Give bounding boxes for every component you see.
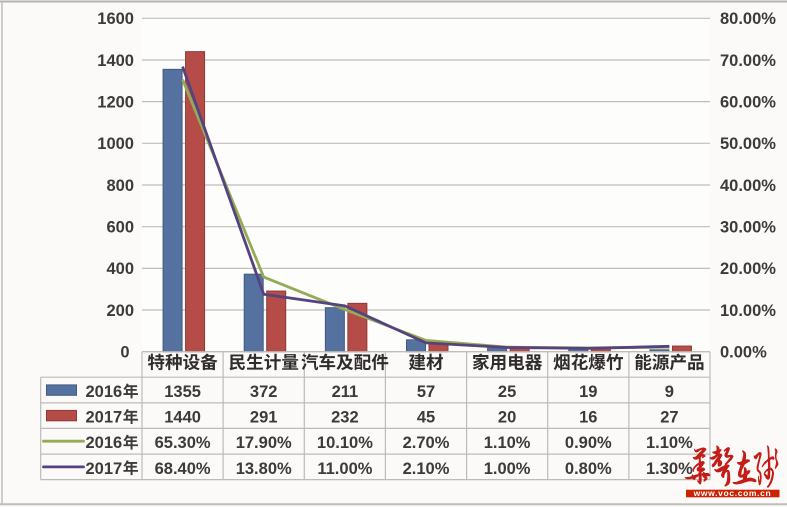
- svg-text:400: 400: [106, 260, 134, 278]
- svg-text:1400: 1400: [97, 52, 134, 70]
- svg-text:2.70%: 2.70%: [403, 434, 450, 452]
- svg-text:0.80%: 0.80%: [565, 460, 612, 478]
- svg-text:45: 45: [417, 409, 435, 427]
- svg-text:11.00%: 11.00%: [317, 460, 372, 478]
- svg-text:1000: 1000: [97, 135, 134, 153]
- svg-text:65.30%: 65.30%: [155, 434, 211, 452]
- svg-text:2.10%: 2.10%: [403, 460, 450, 478]
- svg-text:13.80%: 13.80%: [236, 460, 292, 478]
- svg-text:20: 20: [498, 409, 516, 427]
- svg-text:40.00%: 40.00%: [720, 177, 776, 195]
- svg-text:800: 800: [106, 177, 134, 195]
- svg-text:1.30%: 1.30%: [646, 460, 693, 478]
- svg-text:2016: 2016: [86, 383, 123, 401]
- svg-text:2017: 2017: [86, 460, 123, 478]
- svg-text:1355: 1355: [164, 383, 201, 401]
- svg-text:www.voc.com.cn: www.voc.com.cn: [693, 488, 772, 498]
- svg-text:2016: 2016: [86, 434, 123, 452]
- svg-text:0.00%: 0.00%: [720, 344, 767, 362]
- svg-text:1.00%: 1.00%: [484, 460, 531, 478]
- svg-text:2017: 2017: [86, 409, 123, 427]
- svg-text:57: 57: [417, 383, 435, 401]
- svg-text:200: 200: [106, 302, 134, 320]
- svg-text:80.00%: 80.00%: [720, 10, 776, 28]
- svg-text:0: 0: [120, 344, 129, 362]
- svg-text:16: 16: [579, 409, 597, 427]
- svg-text:30.00%: 30.00%: [720, 218, 776, 236]
- svg-text:0.90%: 0.90%: [565, 434, 612, 452]
- svg-text:68.40%: 68.40%: [155, 460, 211, 478]
- svg-text:10.10%: 10.10%: [317, 434, 373, 452]
- svg-text:1.10%: 1.10%: [484, 434, 531, 452]
- svg-text:17.90%: 17.90%: [236, 434, 292, 452]
- svg-text:372: 372: [250, 383, 278, 401]
- svg-text:1200: 1200: [97, 93, 134, 111]
- svg-text:232: 232: [331, 409, 359, 427]
- svg-text:60.00%: 60.00%: [720, 93, 776, 111]
- svg-text:9: 9: [665, 383, 674, 401]
- svg-text:211: 211: [332, 383, 359, 401]
- svg-text:291: 291: [250, 409, 278, 427]
- svg-text:600: 600: [106, 218, 134, 236]
- svg-text:27: 27: [660, 409, 678, 427]
- svg-text:10.00%: 10.00%: [720, 302, 776, 320]
- svg-text:1440: 1440: [164, 409, 201, 427]
- svg-text:19: 19: [579, 383, 597, 401]
- svg-text:25: 25: [498, 383, 516, 401]
- svg-text:20.00%: 20.00%: [720, 260, 776, 278]
- svg-text:1600: 1600: [97, 10, 134, 28]
- svg-text:50.00%: 50.00%: [720, 135, 776, 153]
- svg-text:70.00%: 70.00%: [720, 52, 776, 70]
- svg-text:1.10%: 1.10%: [646, 434, 693, 452]
